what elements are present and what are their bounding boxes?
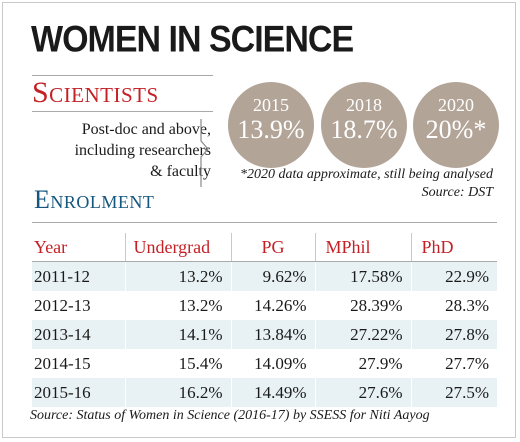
table-cell: 27.22% (315, 320, 412, 349)
table-cell: 14.26% (231, 291, 316, 320)
table-cell: 13.84% (231, 320, 316, 349)
table-row: 2011-12 13.2% 9.62% 17.58% 22.9% (32, 261, 497, 291)
table-row: 2013-14 14.1% 13.84% 27.22% 27.8% (32, 320, 497, 349)
scientists-description-line: Post-doc and above, (81, 121, 211, 138)
scientists-heading-box: Scientists (32, 75, 213, 112)
table-row: 2014-15 15.4% 14.09% 27.9% 27.7% (32, 349, 497, 378)
table-cell: 17.58% (315, 261, 412, 291)
table-cell: 14.49% (231, 378, 316, 407)
scientists-description-line: & faculty (150, 163, 211, 180)
circle-year: 2020 (438, 95, 474, 115)
scientists-heading: Scientists (32, 76, 159, 109)
scientists-circle-2020: 2020 20%* (413, 82, 499, 168)
column-header: PhD (411, 233, 497, 262)
table-cell: 28.39% (315, 291, 412, 320)
table-cell: 2011-12 (32, 261, 126, 291)
column-header: Year (32, 233, 126, 262)
table-cell: 13.2% (125, 291, 232, 320)
circle-year: 2018 (346, 95, 382, 115)
table-cell: 14.09% (231, 349, 316, 378)
table-cell: 16.2% (125, 378, 232, 407)
table-header-row: Year Undergrad PG MPhil PhD (32, 233, 497, 262)
page-title: WOMEN IN SCIENCE (31, 19, 354, 61)
table-cell: 22.9% (411, 261, 497, 291)
table-cell: 27.9% (315, 349, 412, 378)
infographic-card: WOMEN IN SCIENCE Scientists Post-doc and… (2, 2, 516, 438)
table-row: 2012-13 13.2% 14.26% 28.39% 28.3% (32, 291, 497, 320)
enrolment-table: Year Undergrad PG MPhil PhD 2011-12 13.2… (32, 233, 497, 407)
table-cell: 27.7% (445, 353, 489, 373)
bracket-arrow-icon (200, 119, 209, 187)
table-cell: 15.4% (125, 349, 232, 378)
scientists-description-line: including researchers (74, 142, 211, 159)
table-cell: 2014-15 (32, 349, 126, 378)
column-header: PG (231, 233, 316, 262)
note-source: Source: DST (421, 185, 493, 200)
scientists-note: *2020 data approximate, still being anal… (240, 166, 493, 202)
table-cell: 14.1% (125, 320, 232, 349)
circle-year: 2015 (253, 95, 289, 115)
note-line: *2020 data approximate, still being anal… (239, 167, 493, 182)
table-cell: 27.5% (411, 378, 497, 407)
table-cell: 2013-14 (32, 320, 126, 349)
scientists-circle-2018: 2018 18.7% (321, 82, 407, 168)
column-header: MPhil (315, 233, 412, 262)
circle-value: 20%* (425, 115, 487, 144)
source-footnote: Source: Status of Women in Science (2016… (30, 408, 430, 423)
column-header: Undergrad (125, 233, 232, 262)
table-cell: 13.2% (125, 261, 232, 291)
table-cell: 2012-13 (32, 291, 126, 320)
circle-value: 13.9% (237, 115, 305, 144)
enrolment-divider (32, 222, 497, 223)
table-cell: 27.8% (411, 320, 497, 349)
circle-value: 18.7% (330, 115, 398, 144)
enrolment-heading: Enrolment (34, 185, 155, 214)
table-row: 2015-16 16.2% 14.49% 27.6% 27.5% (32, 378, 497, 407)
table-cell: 27.6% (315, 378, 412, 407)
table-cell: 9.62% (231, 261, 316, 291)
scientists-circle-2015: 2015 13.9% (228, 82, 314, 168)
table-cell: 28.3% (445, 295, 489, 315)
table-cell: 2015-16 (32, 378, 126, 407)
scientists-description: Post-doc and above, including researcher… (33, 119, 211, 182)
